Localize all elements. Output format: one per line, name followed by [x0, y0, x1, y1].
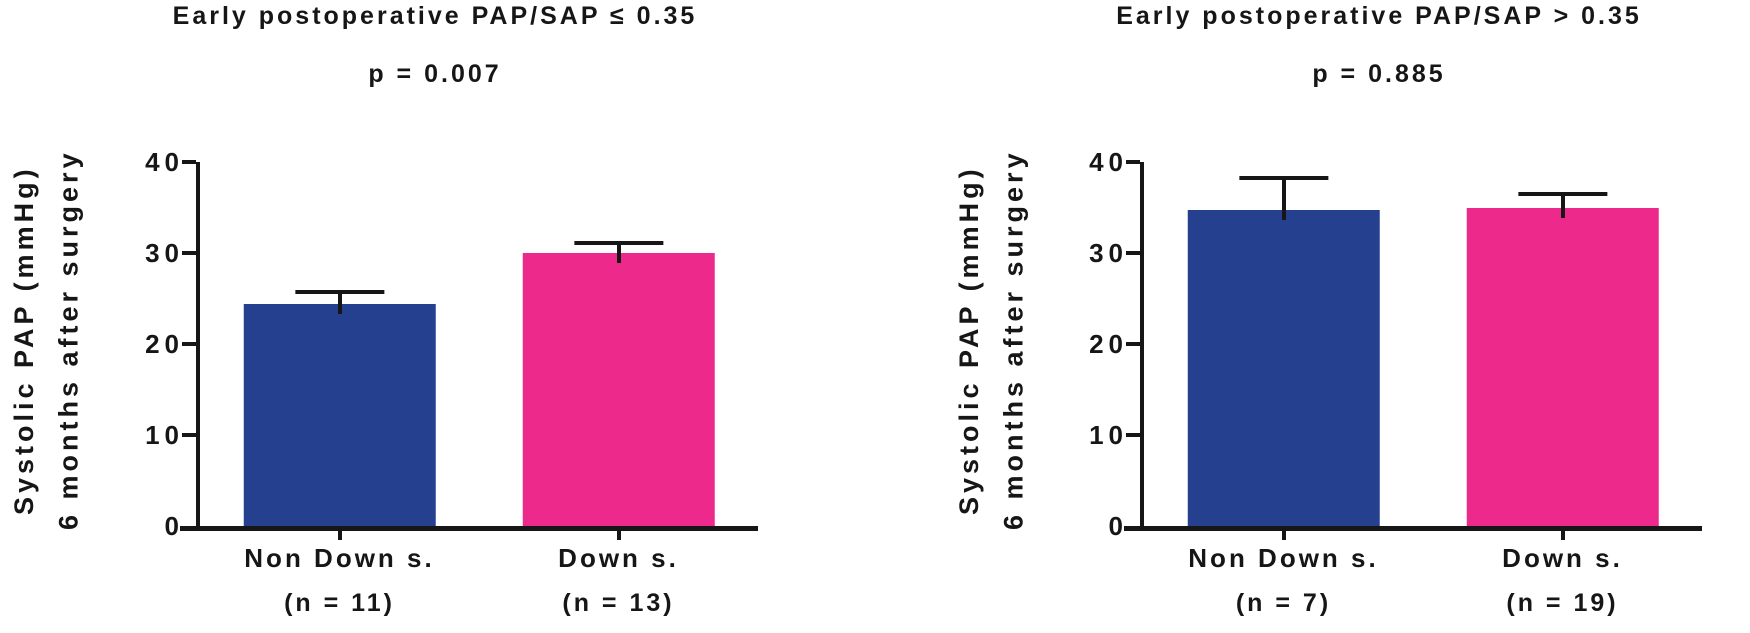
error-bar-cap — [294, 290, 385, 295]
y-tick-label: 30 — [1089, 238, 1128, 268]
plot-area: 40 30 20 10 0 Non Down s. (n = 7) Down s… — [1089, 147, 1702, 617]
y-axis-label-line1: Systolic PAP (mmHg) — [954, 165, 984, 515]
y-axis-label-line1: Systolic PAP (mmHg) — [9, 165, 39, 515]
x-n-label: (n = 13) — [562, 589, 675, 617]
y-tick-mark — [182, 342, 196, 346]
x-category-label: Non Down s. — [244, 543, 435, 573]
error-bar-cap — [1517, 191, 1608, 196]
error-bar-cap — [1238, 176, 1329, 181]
x-n-label: (n = 7) — [1235, 589, 1332, 617]
p-value-label: p = 0.885 — [1312, 60, 1446, 88]
bar — [243, 303, 436, 526]
bar-group-non-down: Non Down s. (n = 7) — [1144, 162, 1423, 617]
chart-panel-pap-sap-low: Early postoperative PAP/SAP ≤ 0.35 p = 0… — [2, 2, 758, 617]
chart-title: Early postoperative PAP/SAP ≤ 0.35 — [172, 2, 698, 30]
y-tick-label: 20 — [1089, 329, 1128, 359]
bar-group-down: Down s. (n = 19) — [1423, 162, 1702, 617]
plot-area: 40 30 20 10 0 Non Down s. (n = 11) Down … — [145, 147, 758, 617]
x-category-label: Down s. — [558, 543, 679, 573]
bar — [1466, 208, 1659, 526]
y-tick-mark — [1126, 342, 1140, 346]
error-bar-stem — [1281, 178, 1286, 221]
y-tick-label: 20 — [145, 329, 184, 359]
bar — [1187, 210, 1380, 526]
y-axis-label-line2: 6 months after surgery — [998, 149, 1029, 531]
y-tick-mark — [182, 433, 196, 437]
x-n-label: (n = 19) — [1506, 589, 1619, 617]
error-bar-stem — [337, 292, 342, 314]
p-value-label: p = 0.007 — [368, 60, 502, 88]
y-axis-label-line2: 6 months after surgery — [53, 149, 84, 531]
x-axis-line — [180, 526, 196, 531]
y-tick-label: 10 — [145, 420, 184, 450]
y-tick-mark — [182, 251, 196, 255]
chart-panel-pap-sap-high: Early postoperative PAP/SAP > 0.35 p = 0… — [875, 0, 1750, 633]
bar — [522, 253, 715, 526]
y-tick-label: 10 — [1089, 420, 1128, 450]
error-bar-stem — [1560, 193, 1565, 219]
y-tick-mark — [1126, 251, 1140, 255]
error-bar-cap — [573, 241, 664, 245]
y-tick-label: 40 — [1089, 147, 1128, 177]
y-tick-label: 30 — [145, 238, 184, 268]
y-tick-mark — [182, 160, 196, 164]
y-tick-label: 0 — [164, 511, 184, 541]
y-tick-mark — [1126, 433, 1140, 437]
bar-group-down: Down s. (n = 13) — [479, 162, 758, 617]
x-category-label: Down s. — [1502, 543, 1623, 573]
y-axis-label: Systolic PAP (mmHg) 6 months after surge… — [2, 90, 91, 590]
y-axis-label: Systolic PAP (mmHg) 6 months after surge… — [947, 90, 1036, 590]
x-axis-line — [1124, 526, 1140, 531]
y-tick-label: 40 — [145, 147, 184, 177]
x-tick-mark — [1281, 531, 1286, 540]
y-tick-label: 0 — [1108, 511, 1128, 541]
chart-title: Early postoperative PAP/SAP > 0.35 — [1116, 2, 1642, 30]
x-tick-mark — [616, 531, 621, 540]
x-category-label: Non Down s. — [1188, 543, 1379, 573]
x-tick-mark — [337, 531, 342, 540]
bar-group-non-down: Non Down s. (n = 11) — [200, 162, 479, 617]
y-tick-mark — [1126, 160, 1140, 164]
x-n-label: (n = 11) — [284, 589, 395, 617]
error-bar-stem — [616, 243, 621, 263]
x-tick-mark — [1560, 531, 1565, 540]
